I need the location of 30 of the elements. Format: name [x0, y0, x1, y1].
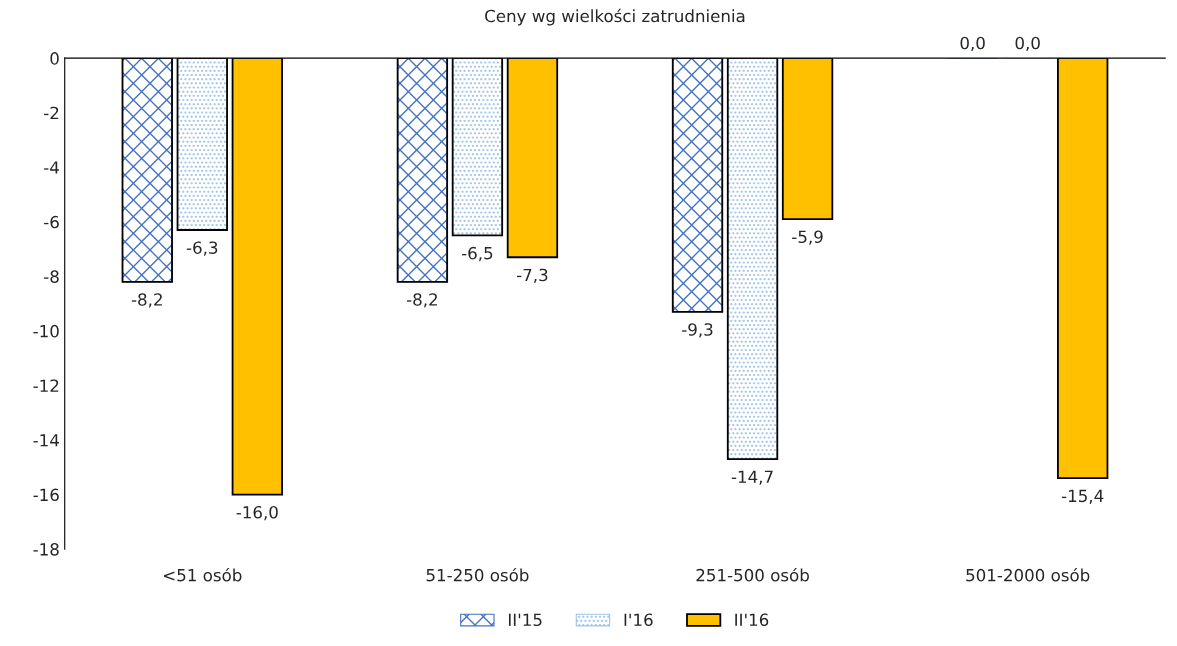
x-tick-label: 51-250 osób — [426, 567, 529, 582]
data-label: 0,0 — [1015, 36, 1040, 52]
y-tick-label: -6 — [44, 215, 59, 229]
y-tick-label: 0 — [50, 52, 59, 65]
data-label: -6,5 — [461, 246, 493, 262]
y-tick-label: -8 — [44, 270, 59, 283]
y-tick-label: -10 — [33, 324, 59, 338]
legend-label: II'16 — [735, 613, 769, 627]
legend-label: II'15 — [508, 613, 542, 627]
data-label: -8,2 — [406, 293, 437, 308]
data-label: -14,7 — [731, 470, 773, 485]
legend-label: I'16 — [624, 613, 653, 627]
data-label: -16,0 — [236, 505, 278, 521]
y-tick-label: -16 — [33, 488, 59, 502]
data-label: -7,3 — [517, 268, 548, 283]
chart-title: Ceny wg wielkości zatrudnienia — [485, 8, 745, 26]
data-label: -6,3 — [186, 241, 218, 256]
x-tick-label: 501-2000 osób — [966, 567, 1090, 582]
data-label: -9,3 — [682, 323, 713, 338]
y-tick-label: -12 — [33, 379, 59, 392]
data-label: -5,9 — [792, 230, 823, 245]
data-label: 0,0 — [960, 36, 985, 52]
x-tick-label: <51 osób — [164, 567, 242, 582]
data-label: -15,4 — [1061, 489, 1104, 504]
x-tick-label: 251-500 osób — [696, 567, 809, 582]
y-tick-label: -4 — [44, 161, 59, 174]
data-label: -8,2 — [131, 293, 162, 308]
y-tick-label: -2 — [44, 106, 59, 120]
y-tick-label: -18 — [33, 543, 59, 556]
y-tick-label: -14 — [33, 434, 59, 447]
